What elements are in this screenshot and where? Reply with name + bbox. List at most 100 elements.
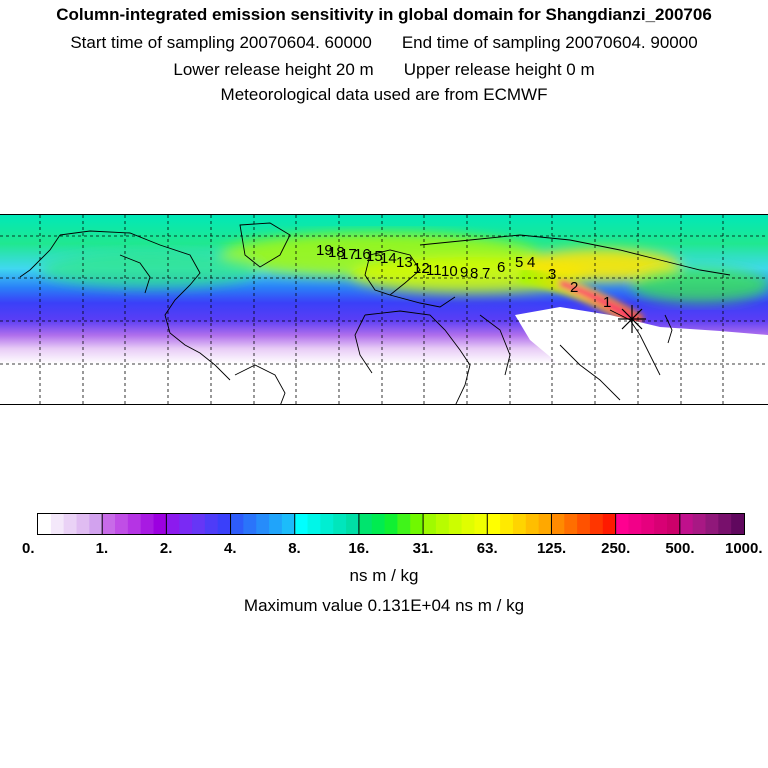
colorbar-swatch <box>281 514 296 534</box>
colorbar-swatch <box>512 514 527 534</box>
colorbar-swatch <box>577 514 591 534</box>
traj-label-14: 14 <box>380 250 397 267</box>
traj-label-7: 7 <box>482 265 490 282</box>
traj-label-18: 18 <box>328 244 345 261</box>
colorbar-swatch <box>602 514 617 534</box>
colorbar-tick-label: 2. <box>159 540 173 557</box>
colorbar-tick-label: 63. <box>476 540 498 557</box>
no-sensitivity-region <box>515 307 768 404</box>
colorbar-swatch <box>38 514 52 534</box>
trajectory-labels: 1 2 3 4 5 6 7 8 9 10 11 12 13 14 15 16 1… <box>316 242 611 311</box>
colorbar-swatch <box>718 514 732 534</box>
colorbar-swatch <box>166 514 180 534</box>
colorbar-swatch <box>628 514 642 534</box>
traj-label-2: 2 <box>570 279 578 296</box>
colorbar-swatch <box>397 514 411 534</box>
colorbar-tick-label: 1000. <box>725 540 763 557</box>
colorbar-swatch <box>76 514 90 534</box>
colorbar-swatch <box>307 514 321 534</box>
traj-label-11: 11 <box>426 262 442 279</box>
colorbar-swatch <box>423 514 437 534</box>
colorbar-swatch <box>192 514 206 534</box>
colorbar-swatch <box>654 514 668 534</box>
traj-label-10: 10 <box>441 263 458 280</box>
graticule <box>0 215 768 404</box>
colorbar-swatch <box>551 514 565 534</box>
colorbar-tick-label: 1. <box>95 540 109 557</box>
colorbar-swatch <box>140 514 155 534</box>
release-heights: Lower release height 20 m Upper release h… <box>0 60 768 80</box>
max-value-label: Maximum value 0.131E+04 ns m / kg <box>243 596 525 615</box>
colorbar-swatch <box>63 514 78 534</box>
colorbar-swatch <box>641 514 655 534</box>
colorbar-swatches <box>38 514 744 534</box>
colorbar-swatch <box>256 514 270 534</box>
colorbar-swatch <box>564 514 578 534</box>
colorbar-tick-label: 0. <box>22 540 35 557</box>
colorbar-swatch <box>346 514 360 534</box>
colorbar-swatch <box>538 514 553 534</box>
map-canvas: 1 2 3 4 5 6 7 8 9 10 11 12 13 14 15 16 1… <box>0 215 768 404</box>
upper-release-text: Upper release height 0 m <box>403 60 595 79</box>
coastlines <box>19 222 731 404</box>
traj-label-17: 17 <box>340 246 357 263</box>
colorbar-swatch <box>333 514 347 534</box>
colorbar-swatch <box>153 514 167 534</box>
traj-label-8: 8 <box>470 265 478 282</box>
colorbar-swatch <box>525 514 540 534</box>
colorbar-tick-label: 500. <box>665 540 695 557</box>
traj-label-19: 19 <box>316 242 333 259</box>
traj-label-16: 16 <box>354 246 371 263</box>
colorbar-swatch <box>358 514 373 534</box>
colorbar-swatch <box>692 514 707 534</box>
traj-label-9: 9 <box>460 264 468 281</box>
end-sampling-text: End time of sampling 20070604. 90000 <box>401 33 698 52</box>
colorbar-swatch <box>679 514 694 534</box>
colorbar-swatch <box>615 514 630 534</box>
traj-label-4: 4 <box>527 254 535 271</box>
colorbar-swatch <box>589 514 604 534</box>
plot-title: Column-integrated emission sensitivity i… <box>56 5 712 24</box>
colorbar-swatch <box>474 514 488 534</box>
colorbar-swatch <box>410 514 424 534</box>
traj-label-1: 1 <box>603 294 611 311</box>
colorbar-swatch <box>461 514 476 534</box>
colorbar-swatch <box>294 514 309 534</box>
traj-label-13: 13 <box>396 254 413 271</box>
receptor-asterisk-icon <box>618 305 646 333</box>
colorbar-tick-label: 8. <box>288 540 301 557</box>
lower-release-text: Lower release height 20 m <box>173 60 374 79</box>
colorbar-tick-label: 125. <box>536 540 567 557</box>
colorbar-tick-label: 31. <box>412 540 434 557</box>
traj-label-15: 15 <box>366 248 383 265</box>
colorbar-swatch <box>705 514 719 534</box>
colorbar-tick-label: 250. <box>601 540 631 557</box>
colorbar-tick-label: 16. <box>348 540 370 557</box>
colorbar-swatch <box>435 514 450 534</box>
colorbar-swatch <box>269 514 283 534</box>
colorbar-swatch <box>448 514 463 534</box>
start-sampling-text: Start time of sampling 20070604. 60000 <box>70 33 372 52</box>
met-data-text: Meteorological data used are from ECMWF <box>220 85 548 104</box>
colorbar-swatch <box>320 514 334 534</box>
colorbar-swatch <box>204 514 219 534</box>
traj-label-5: 5 <box>515 254 523 271</box>
traj-label-6: 6 <box>497 259 505 276</box>
colorbar-swatch <box>487 514 501 534</box>
colorbar <box>37 513 745 535</box>
colorbar-swatch <box>102 514 116 534</box>
colorbar-swatch <box>115 514 129 534</box>
colorbar-swatch <box>230 514 244 534</box>
traj-label-12: 12 <box>413 260 430 277</box>
colorbar-swatch <box>50 514 65 534</box>
colorbar-swatch <box>217 514 232 534</box>
colorbar-swatch <box>666 514 681 534</box>
colorbar-tick-label: 4. <box>224 540 237 557</box>
colorbar-swatch <box>127 514 142 534</box>
colorbar-swatch <box>89 514 103 534</box>
colorbar-swatch <box>243 514 257 534</box>
colorbar-swatch <box>500 514 514 534</box>
colorbar-swatch <box>371 514 386 534</box>
unit-label: ns m / kg <box>349 566 419 585</box>
traj-label-3: 3 <box>548 266 556 283</box>
